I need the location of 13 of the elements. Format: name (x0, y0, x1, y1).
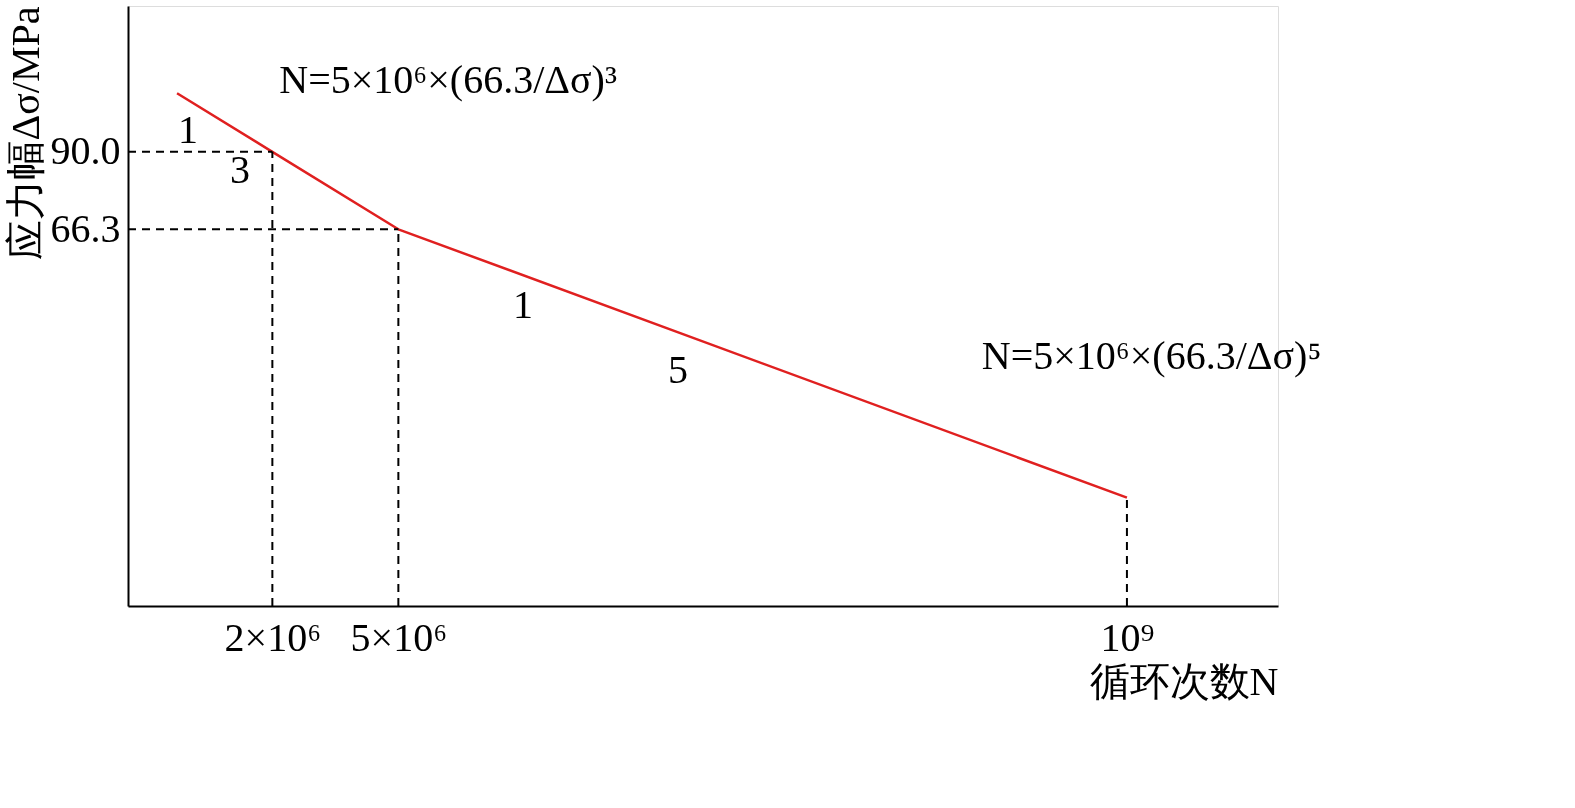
y-tick-label: 66.3 (50, 205, 121, 251)
x-tick-label: 10⁹ (1100, 614, 1155, 660)
annotation: N=5×10⁶×(66.3/Δσ)⁵ (981, 332, 1322, 378)
annotation: N=5×10⁶×(66.3/Δσ)³ (279, 57, 617, 103)
y-axis-title: 应力幅Δσ/MPa (2, 6, 48, 261)
annotation: 1 (178, 107, 198, 152)
x-tick-label: 5×10⁶ (350, 614, 448, 660)
x-tick-label: 2×10⁶ (224, 614, 322, 660)
x-axis-title: 循环次数N (1089, 658, 1279, 704)
annotation: 3 (230, 147, 250, 192)
y-tick-label: 90.0 (50, 128, 121, 174)
annotation: 5 (668, 347, 688, 392)
annotation: 1 (513, 282, 533, 327)
